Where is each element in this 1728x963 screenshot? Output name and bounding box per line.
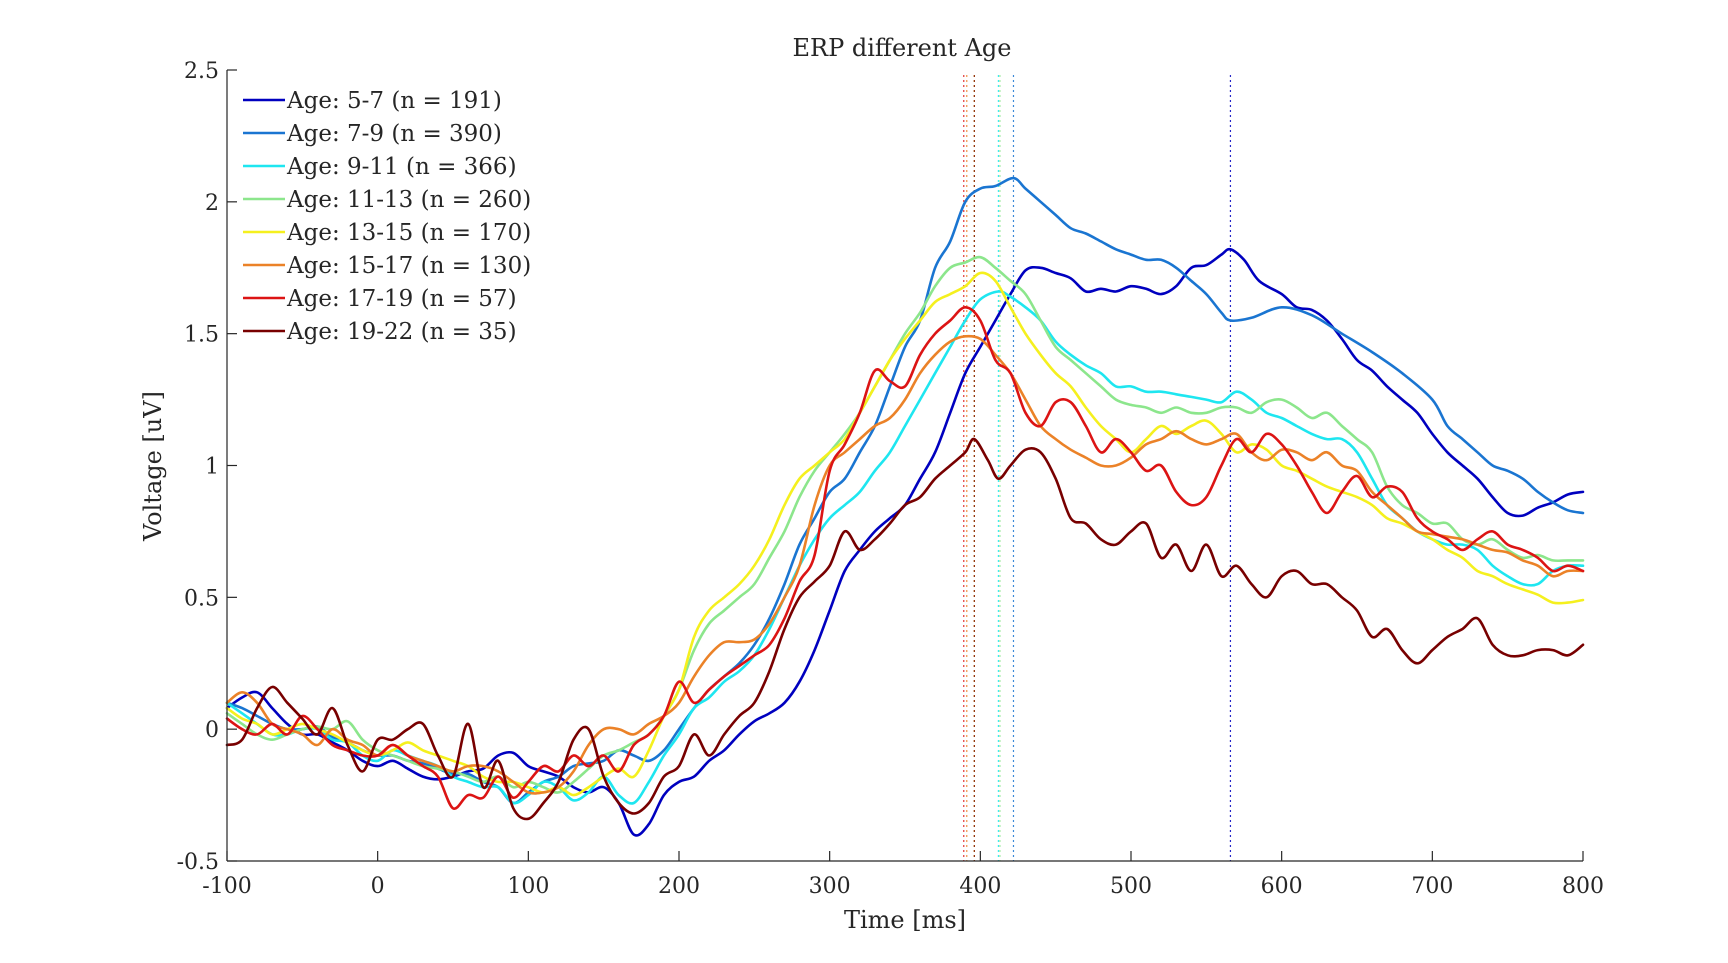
y-tick-label: 2 [205, 191, 219, 216]
x-tick-label: 800 [1562, 874, 1604, 899]
legend-entry: Age: 15-17 (n = 130) [286, 253, 531, 279]
series-line-6 [225, 306, 1585, 810]
y-tick-label: -0.5 [177, 850, 219, 875]
series-layer [225, 176, 1585, 837]
legend-entry: Age: 7-9 (n = 390) [286, 121, 502, 147]
x-tick-label: 500 [1110, 874, 1152, 899]
series-line-5 [225, 334, 1585, 795]
x-tick-label: 600 [1261, 874, 1303, 899]
chart-title: ERP different Age [793, 34, 1012, 62]
series-line-4 [225, 271, 1585, 797]
legend-entry: Age: 17-19 (n = 57) [286, 286, 517, 312]
y-tick-label: 0 [205, 718, 219, 743]
y-tick-label: 1 [205, 455, 219, 480]
x-tick-label: 300 [809, 874, 851, 899]
legend-entry: Age: 9-11 (n = 366) [286, 154, 517, 180]
y-tick-label: 1.5 [184, 323, 219, 348]
x-axis-label: Time [ms] [844, 906, 966, 934]
x-tick-label: 0 [371, 874, 385, 899]
x-ticks: -100 0 100 200 300 400 500 600 700 800 [202, 851, 1604, 899]
series-line-7 [225, 437, 1585, 821]
y-ticks: -0.5 0 0.5 1 1.5 2 2.5 [177, 59, 237, 875]
y-tick-label: 0.5 [184, 586, 219, 611]
legend-entry: Age: 19-22 (n = 35) [286, 319, 517, 345]
legend-entry: Age: 13-15 (n = 170) [286, 220, 531, 246]
x-tick-label: 200 [658, 874, 700, 899]
x-tick-label: -100 [202, 874, 251, 899]
legend: Age: 5-7 (n = 191) Age: 7-9 (n = 390) Age:… [243, 88, 531, 345]
legend-entry: Age: 11-13 (n = 260) [286, 187, 531, 213]
y-tick-label: 2.5 [184, 59, 219, 84]
x-tick-label: 100 [507, 874, 549, 899]
legend-entry: Age: 5-7 (n = 191) [286, 88, 502, 114]
x-tick-label: 700 [1411, 874, 1453, 899]
x-tick-label: 400 [959, 874, 1001, 899]
y-axis-label: Voltage [uV] [139, 391, 167, 542]
